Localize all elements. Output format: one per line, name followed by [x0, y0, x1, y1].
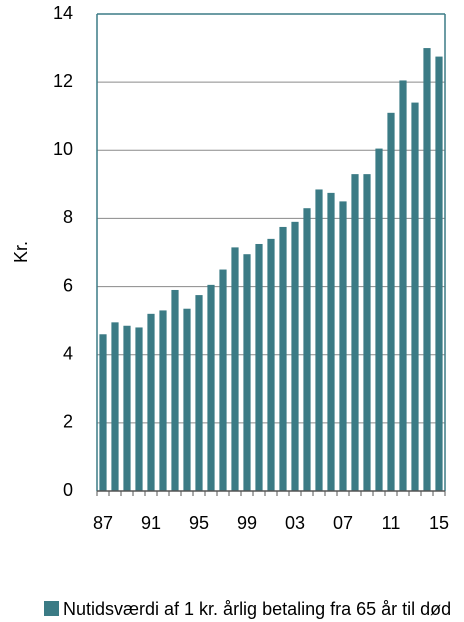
y-tick-label: 6 — [63, 275, 73, 295]
y-tick-label: 10 — [53, 139, 73, 159]
bar — [111, 322, 119, 491]
bar — [411, 102, 419, 491]
bar — [183, 308, 191, 491]
bar — [195, 295, 203, 491]
legend-swatch — [44, 601, 59, 616]
bar — [339, 201, 347, 491]
bar — [99, 334, 107, 491]
bar — [435, 56, 443, 491]
bar — [303, 208, 311, 491]
bar — [171, 289, 179, 491]
bar — [207, 284, 215, 491]
bar — [135, 327, 143, 491]
x-tick-label: 99 — [237, 513, 257, 533]
y-tick-label: 0 — [63, 480, 73, 500]
legend-label: Nutidsværdi af 1 kr. årlig betaling fra … — [63, 599, 452, 619]
bar — [219, 269, 227, 491]
bar — [375, 148, 383, 491]
bar — [243, 254, 251, 491]
bar — [363, 174, 371, 491]
y-axis-label: Kr. — [11, 241, 31, 263]
y-tick-label: 8 — [63, 207, 73, 227]
y-tick-label: 4 — [63, 343, 73, 363]
x-tick-label: 15 — [429, 513, 449, 533]
bar — [231, 247, 239, 491]
chart: Kr. 0 2 4 6 8 10 12 14 87 91 95 99 03 07 11 15 — [11, 3, 449, 533]
bar — [387, 112, 395, 492]
x-tick-label: 07 — [333, 513, 353, 533]
bar — [327, 192, 335, 491]
bar — [123, 325, 131, 491]
bar — [255, 243, 263, 491]
bar — [279, 226, 287, 492]
y-tick-label: 12 — [53, 71, 73, 91]
bar — [267, 238, 275, 491]
x-tick-label: 91 — [141, 513, 161, 533]
bar — [399, 80, 407, 492]
y-tick-label: 14 — [53, 3, 73, 23]
bar — [423, 48, 431, 491]
x-tick-label: 11 — [382, 513, 401, 533]
bar — [351, 174, 359, 491]
x-tick-label: 95 — [189, 513, 209, 533]
x-tick-label: 03 — [285, 513, 305, 533]
y-tick-label: 2 — [63, 412, 73, 432]
bar — [147, 313, 155, 491]
bar — [159, 310, 167, 491]
bar — [291, 221, 299, 492]
bar — [315, 189, 323, 492]
x-tick-label: 87 — [93, 513, 113, 533]
legend: Nutidsværdi af 1 kr. årlig betaling fra … — [44, 596, 454, 622]
